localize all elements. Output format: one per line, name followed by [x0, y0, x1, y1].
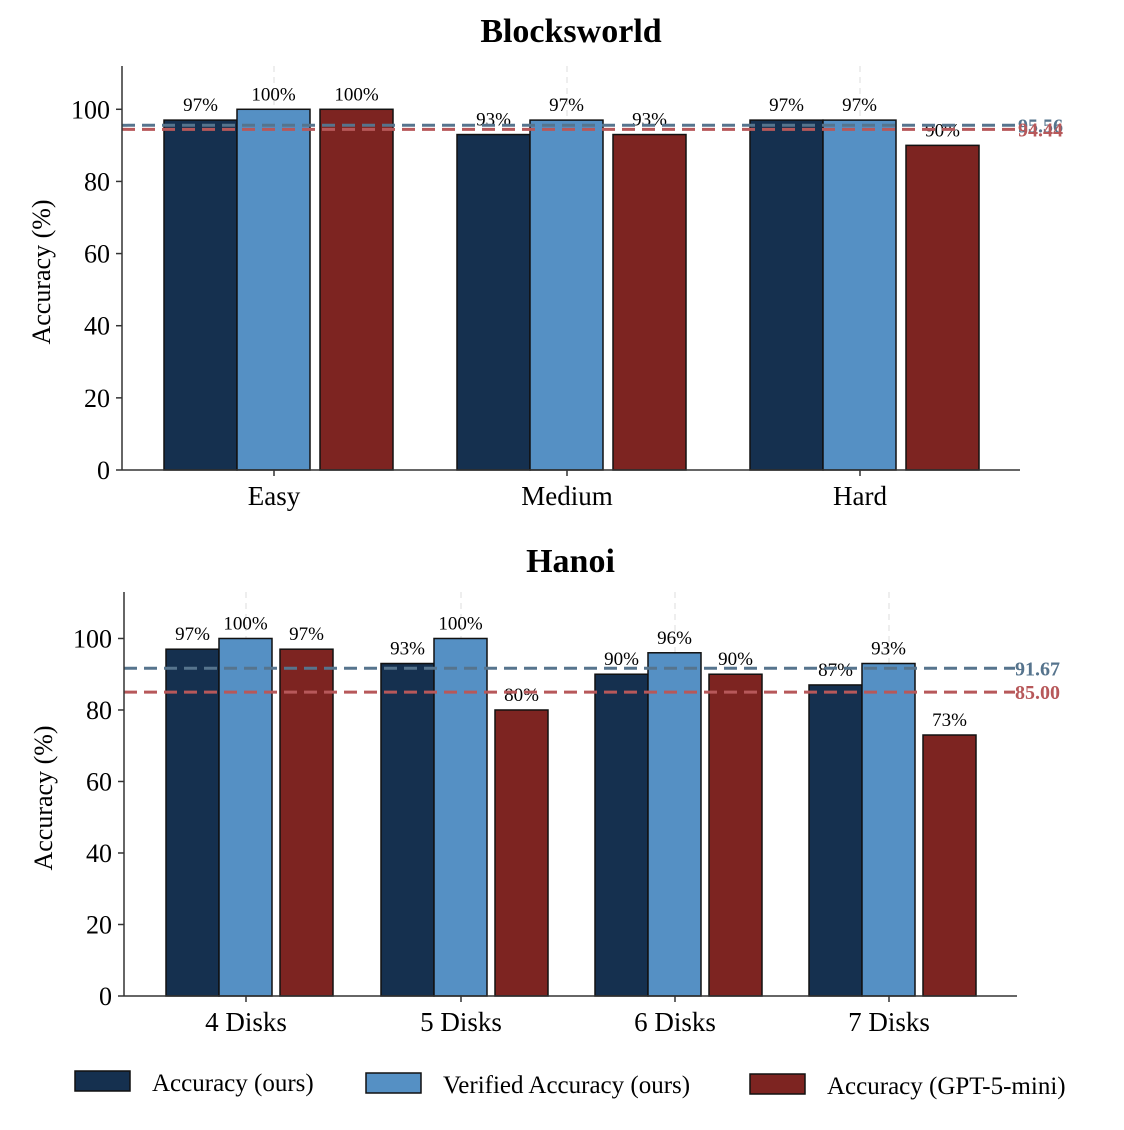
legend-swatch-accuracy-gpt5mini	[749, 1073, 806, 1095]
blocksworld-data-label-verified-accuracy-ours-medium: 97%	[549, 95, 584, 116]
blocksworld-y-tick-label-100: 100	[71, 95, 110, 124]
blocksworld-data-label-accuracy-ours-hard: 97%	[769, 95, 804, 116]
blocksworld-bar-accuracy-gpt5mini-medium	[612, 133, 687, 471]
blocksworld-data-label-accuracy-gpt5mini-easy: 100%	[334, 84, 379, 105]
blocksworld-bar-verified-accuracy-ours-easy	[236, 108, 311, 471]
blocksworld-category-label-hard: Hard	[833, 481, 887, 511]
blocksworld-bar-accuracy-gpt5mini-easy	[319, 108, 394, 471]
hanoi-y-tick-label-0: 0	[99, 982, 112, 1011]
hanoi-data-label-accuracy-gpt5mini-6-disks: 90%	[718, 649, 753, 670]
hanoi-y-axis-label: Accuracy (%)	[29, 725, 58, 870]
hanoi-bar-accuracy-ours-4-disks	[165, 648, 220, 997]
blocksworld-category-label-medium: Medium	[521, 481, 613, 511]
hanoi-bar-accuracy-ours-6-disks	[594, 673, 649, 997]
hanoi-chart: Hanoi Accuracy (%) 97% 93% 90% 87% 100% 100% 96%…	[29, 543, 1060, 1037]
legend: Accuracy (ours) Verified Accuracy (ours)…	[74, 1070, 1066, 1100]
legend-item-accuracy-ours: Accuracy (ours)	[74, 1070, 314, 1097]
hanoi-bar-verified-accuracy-ours-7-disks	[861, 662, 916, 997]
hanoi-category-label-6-disks: 6 Disks	[634, 1007, 716, 1037]
hanoi-data-label-accuracy-gpt5mini-4-disks: 97%	[289, 624, 324, 645]
blocksworld-bar-verified-accuracy-ours-medium	[529, 119, 604, 471]
blocksworld-bar-accuracy-ours-easy	[163, 119, 238, 471]
legend-item-verified-accuracy-ours: Verified Accuracy (ours)	[365, 1072, 690, 1099]
hanoi-title: Hanoi	[526, 543, 615, 580]
blocksworld-data-label-verified-accuracy-ours-easy: 100%	[251, 84, 296, 105]
legend-label-accuracy-ours: Accuracy (ours)	[152, 1070, 314, 1097]
hanoi-data-label-verified-accuracy-ours-4-disks: 100%	[223, 613, 268, 634]
blocksworld-mean-label-ours: 95.56	[1018, 115, 1063, 137]
blocksworld-data-label-accuracy-gpt5mini-medium: 93%	[632, 110, 667, 131]
blocksworld-bar-accuracy-ours-medium	[456, 133, 531, 471]
legend-label-accuracy-gpt5mini: Accuracy (GPT-5-mini)	[827, 1073, 1066, 1100]
blocksworld-mean-label-gpt-5-mini: 94.44	[1018, 119, 1063, 141]
hanoi-bar-accuracy-gpt5mini-7-disks	[922, 734, 977, 997]
blocksworld-data-label-accuracy-gpt5mini-hard: 90%	[925, 120, 960, 141]
hanoi-data-label-accuracy-gpt5mini-5-disks: 80%	[504, 685, 539, 706]
hanoi-mean-label-ours: 91.67	[1015, 658, 1060, 680]
hanoi-bar-verified-accuracy-ours-5-disks	[433, 637, 488, 997]
hanoi-y-tick-label-40: 40	[86, 839, 112, 868]
hanoi-y-tick-label-100: 100	[73, 624, 112, 653]
blocksworld-title: Blocksworld	[480, 13, 661, 50]
hanoi-bar-accuracy-ours-7-disks	[808, 684, 863, 997]
blocksworld-y-tick-label-40: 40	[84, 312, 110, 341]
blocksworld-data-label-verified-accuracy-ours-hard: 97%	[842, 95, 877, 116]
hanoi-bar-accuracy-gpt5mini-6-disks	[708, 673, 763, 997]
blocksworld-y-tick-label-80: 80	[84, 167, 110, 196]
hanoi-data-label-verified-accuracy-ours-7-disks: 93%	[871, 639, 906, 660]
hanoi-bar-accuracy-ours-5-disks	[380, 662, 435, 997]
legend-item-accuracy-gpt5mini: Accuracy (GPT-5-mini)	[749, 1073, 1066, 1100]
blocksworld-y-tick-label-0: 0	[97, 456, 110, 485]
blocksworld-category-label-easy: Easy	[248, 481, 301, 511]
blocksworld-y-tick-label-20: 20	[84, 384, 110, 413]
hanoi-data-label-accuracy-ours-4-disks: 97%	[175, 624, 210, 645]
blocksworld-y-tick-label-60: 60	[84, 240, 110, 269]
hanoi-data-label-accuracy-ours-5-disks: 93%	[390, 639, 425, 660]
hanoi-data-label-accuracy-ours-6-disks: 90%	[604, 649, 639, 670]
blocksworld-bar-verified-accuracy-ours-hard	[822, 119, 897, 471]
hanoi-bar-verified-accuracy-ours-4-disks	[218, 637, 273, 997]
blocksworld-data-label-accuracy-ours-easy: 97%	[183, 95, 218, 116]
hanoi-category-label-4-disks: 4 Disks	[205, 1007, 287, 1037]
blocksworld-y-axis-label: Accuracy (%)	[27, 199, 56, 344]
hanoi-y-tick-label-80: 80	[86, 696, 112, 725]
hanoi-data-label-verified-accuracy-ours-5-disks: 100%	[438, 613, 483, 634]
hanoi-bar-accuracy-gpt5mini-4-disks	[279, 648, 334, 997]
hanoi-y-tick-label-60: 60	[86, 767, 112, 796]
hanoi-mean-label-gpt-5-mini: 85.00	[1015, 682, 1060, 704]
legend-label-verified-accuracy-ours: Verified Accuracy (ours)	[443, 1072, 690, 1099]
hanoi-category-label-5-disks: 5 Disks	[420, 1007, 502, 1037]
hanoi-y-tick-label-20: 20	[86, 910, 112, 939]
blocksworld-data-label-accuracy-ours-medium: 93%	[476, 110, 511, 131]
blocksworld-bar-accuracy-gpt5mini-hard	[905, 144, 980, 471]
blocksworld-chart: Blocksworld Accuracy (%) 97% 93% 97% 100% 97% 9…	[27, 13, 1063, 511]
hanoi-data-label-accuracy-ours-7-disks: 87%	[818, 660, 853, 681]
hanoi-bar-verified-accuracy-ours-6-disks	[647, 652, 702, 997]
legend-swatch-accuracy-ours	[74, 1070, 131, 1092]
blocksworld-bar-accuracy-ours-hard	[749, 119, 824, 471]
hanoi-data-label-accuracy-gpt5mini-7-disks: 73%	[932, 710, 967, 731]
hanoi-data-label-verified-accuracy-ours-6-disks: 96%	[657, 628, 692, 649]
hanoi-bar-accuracy-gpt5mini-5-disks	[494, 709, 549, 997]
legend-swatch-verified-accuracy-ours	[365, 1072, 422, 1094]
hanoi-category-label-7-disks: 7 Disks	[848, 1007, 930, 1037]
